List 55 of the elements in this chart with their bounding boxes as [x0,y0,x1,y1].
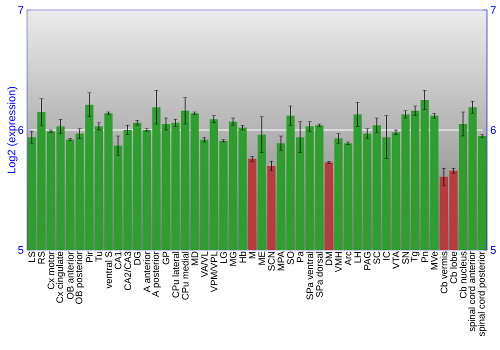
x-tick-label: Pir [86,251,93,262]
x-tick-label: spinal cord anterior [468,251,478,332]
x-tick-label: CPu lateral [172,252,180,298]
x-tick-label: IC [383,252,390,260]
x-tick-label: ME [258,252,266,265]
x-tick-label: Cx cingulate [56,252,65,303]
x-tick-label: Cb vermis [440,252,448,294]
x-tick-label: Arc [344,251,352,266]
x-tick-label: Cx motor [48,251,54,290]
y-tick-label: 7 [18,6,24,14]
x-tick-label: DM [326,252,332,266]
x-tick-label: VTA [392,251,400,269]
x-tick-label: OB posterior [75,251,84,304]
x-tick-label: Cb lobe [450,252,457,284]
x-tick-label: ventral S [104,252,112,289]
y2-tick-label: 5 [490,246,496,254]
x-tick-label: SN [402,252,409,264]
y-axis-title: Log2 (expression) [7,86,18,173]
y-tick-label: 6 [18,126,24,134]
y2-tick-label: 6 [490,126,496,134]
x-tick-label: A posterior [152,251,161,297]
x-tick-label: MPA [278,251,284,270]
x-tick-label: MVe [430,252,438,270]
x-tick-label: LS [28,252,36,262]
x-tick-label: SO [287,252,294,264]
x-tick-label: spinal cord posterior [478,251,487,336]
x-tick-label: MG [230,252,236,266]
x-tick-label: MD [191,252,198,266]
x-tick-label: LH [354,252,361,263]
x-tick-label: RS [38,252,45,264]
x-tick-label: CA1 [114,252,122,270]
x-tick-label: A anterior [143,251,150,292]
y-tick-label: 5 [18,246,24,254]
x-tick-label: GP [162,252,170,264]
x-tick-label: OB anterior [66,251,74,300]
x-tick-label: VA/VL [200,252,208,278]
x-tick-label: VPM/VPL [210,252,218,292]
x-tick-label: Hb [239,252,246,263]
x-tick-label: VMH [335,252,342,272]
x-tick-label: Tu [96,252,102,262]
x-tick-label: DG [134,252,141,265]
x-tick-label: CPu medial [182,252,189,300]
x-tick-label: Cb nucleus [460,252,467,298]
x-tick-label: SCN [268,252,275,271]
x-tick-label: Pa [296,251,304,262]
x-tick-label: Tg [410,252,420,262]
x-tick-label: SPa dorsal [316,252,323,298]
y2-tick-label: 7 [490,6,496,14]
x-tick-label: M [248,252,256,258]
x-tick-label: Pn [421,252,428,262]
x-tick-label: SC [373,252,380,264]
x-tick-label: LG [220,252,227,264]
x-tick-label: SPa ventral [306,252,314,300]
x-tick-label: CA2/CA3 [124,252,132,290]
x-tick-label: PAG [364,252,371,270]
